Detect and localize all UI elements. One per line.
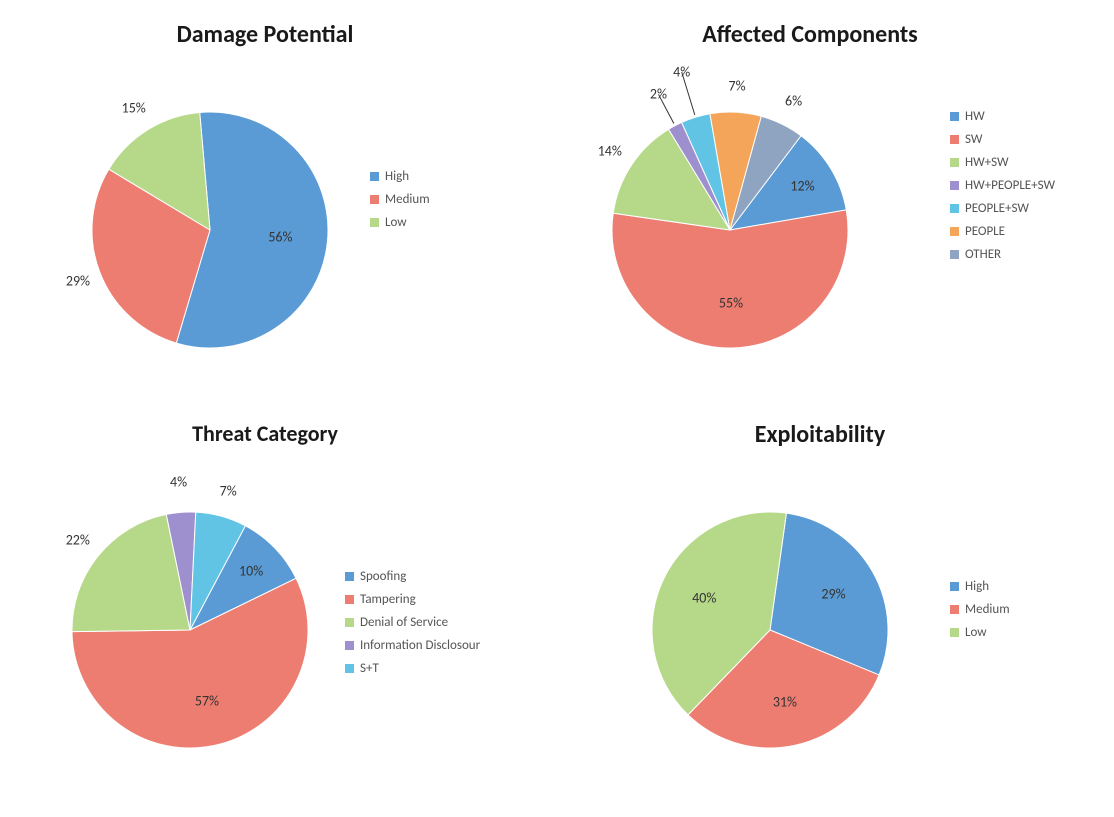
slice-label: 6%: [785, 92, 802, 109]
chart-exploitability: Exploitability29%31%40%HighMediumLow: [560, 420, 1080, 780]
slice-label: 7%: [220, 483, 237, 500]
legend: High Medium Low: [950, 580, 1010, 649]
legend-label: SW: [965, 133, 982, 146]
legend-swatch: [950, 628, 959, 637]
legend-label: Medium: [385, 193, 430, 206]
legend-swatch: [370, 195, 379, 204]
chart-affected_components: Affected Components12%55%14%2%4%7%6%HWSW…: [530, 20, 1090, 360]
legend-swatch: [950, 112, 959, 121]
legend-label: PEOPLE: [965, 225, 1005, 238]
slice-label: 29%: [66, 273, 90, 290]
legend-label: HW+PEOPLE+SW: [965, 179, 1055, 192]
pie-slice: [612, 210, 848, 348]
slice-label: 10%: [239, 562, 263, 579]
legend-swatch: [950, 227, 959, 236]
legend-swatch: [950, 181, 959, 190]
legend-swatch: [950, 158, 959, 167]
legend-swatch: [950, 204, 959, 213]
slice-label: 31%: [773, 693, 797, 710]
legend-label: Medium: [965, 603, 1010, 616]
legend-swatch: [950, 250, 959, 259]
legend-label: Low: [965, 626, 987, 639]
legend-item: Information Disclosour: [345, 639, 480, 652]
legend-item: Spoofing: [345, 570, 480, 583]
legend-label: Low: [385, 216, 407, 229]
legend-item: HW+PEOPLE+SW: [950, 179, 1055, 192]
legend: HW SW HW+SW HW+PEOPLE+SW PEOPLE+SW PEOPLE OTHE…: [950, 110, 1055, 271]
legend-label: Spoofing: [360, 570, 406, 583]
legend-item: Tampering: [345, 593, 480, 606]
slice-label: 4%: [170, 473, 187, 490]
chart-dashboard: Damage Potential56%29%15%HighMediumLowAf…: [0, 0, 1114, 817]
legend-item: Medium: [370, 193, 430, 206]
legend: High Medium Low: [370, 170, 430, 239]
slice-label: 7%: [728, 78, 745, 95]
legend-item: Low: [950, 626, 1010, 639]
legend-swatch: [370, 172, 379, 181]
legend-item: S+T: [345, 662, 480, 675]
legend-swatch: [345, 641, 354, 650]
legend-label: HW: [965, 110, 985, 123]
legend-swatch: [345, 664, 354, 673]
legend-swatch: [345, 595, 354, 604]
slice-label: 40%: [692, 589, 716, 606]
slice-label: 57%: [195, 693, 219, 710]
legend-item: PEOPLE+SW: [950, 202, 1055, 215]
chart-threat_category: Threat Category10%57%22%4%7%SpoofingTamp…: [30, 420, 500, 780]
legend: Spoofing Tampering Denial of Service Inform…: [345, 570, 480, 685]
slice-label: 4%: [673, 64, 690, 81]
slice-label: 15%: [122, 99, 146, 116]
legend-label: High: [965, 580, 989, 593]
legend-swatch: [345, 572, 354, 581]
legend-label: S+T: [360, 662, 379, 675]
slice-label: 29%: [821, 585, 845, 602]
slice-label: 55%: [719, 295, 743, 312]
legend-swatch: [950, 605, 959, 614]
legend-swatch: [950, 135, 959, 144]
legend-swatch: [370, 218, 379, 227]
legend-item: High: [370, 170, 430, 183]
legend-item: HW: [950, 110, 1055, 123]
legend-item: Low: [370, 216, 430, 229]
legend-label: High: [385, 170, 409, 183]
legend-label: PEOPLE+SW: [965, 202, 1029, 215]
legend-label: Denial of Service: [360, 616, 448, 629]
legend-label: HW+SW: [965, 156, 1009, 169]
legend-swatch: [950, 582, 959, 591]
slice-label: 22%: [66, 531, 90, 548]
legend-label: OTHER: [965, 248, 1001, 261]
legend-item: High: [950, 580, 1010, 593]
chart-damage_potential: Damage Potential56%29%15%HighMediumLow: [30, 20, 500, 360]
legend-item: Denial of Service: [345, 616, 480, 629]
slice-label: 56%: [268, 229, 292, 246]
legend-label: Tampering: [360, 593, 416, 606]
legend-item: HW+SW: [950, 156, 1055, 169]
slice-label: 12%: [790, 177, 814, 194]
legend-swatch: [345, 618, 354, 627]
legend-item: OTHER: [950, 248, 1055, 261]
slice-label: 2%: [650, 86, 667, 103]
legend-item: PEOPLE: [950, 225, 1055, 238]
legend-item: SW: [950, 133, 1055, 146]
legend-label: Information Disclosour: [360, 639, 480, 652]
legend-item: Medium: [950, 603, 1010, 616]
slice-label: 14%: [598, 142, 622, 159]
